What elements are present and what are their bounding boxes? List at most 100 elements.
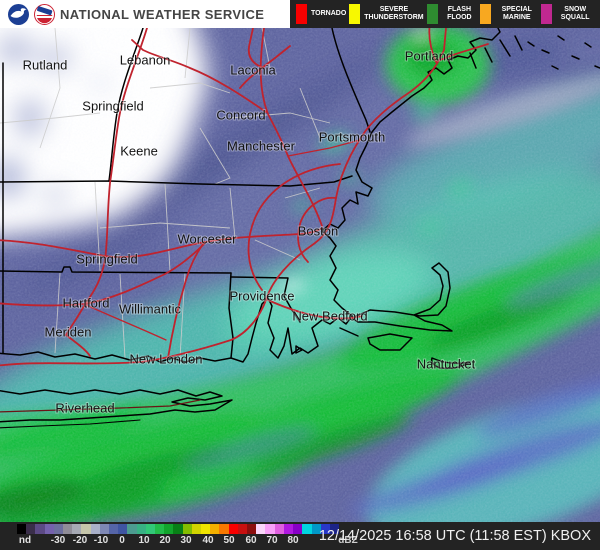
warning-color-swatch	[349, 4, 361, 24]
warning-label: SNOW SQUALL	[560, 5, 590, 21]
warning-label: FLASH FLOOD	[447, 5, 472, 21]
status-bar: nd -30 -20 -10 0 10 20 30 40 50 60 70 80 dBZ 12/14/2…	[0, 522, 600, 550]
city-label: New Bedford	[292, 308, 367, 323]
colorbar-cell	[265, 524, 275, 534]
colorbar-cell	[182, 524, 192, 534]
warning-label: SPECIAL MARINE	[501, 5, 532, 21]
header-bar: NATIONAL WEATHER SERVICE TORNADO SEVERE T…	[0, 0, 600, 28]
city-label: Riverhead	[55, 400, 114, 415]
colorbar-cell	[81, 524, 91, 534]
colorbar-cell	[311, 524, 321, 534]
city-label: Lebanon	[120, 52, 171, 67]
city-label: Springfield	[76, 251, 137, 266]
colorbar-tick: -10	[93, 535, 109, 546]
warning-legend-item: SNOW SQUALL	[541, 4, 594, 24]
warning-legend-item: SEVERE THUNDERSTORM	[349, 4, 424, 24]
colorbar-cell	[44, 524, 54, 534]
nws-logo-icon	[34, 3, 55, 25]
colorbar-cell	[283, 524, 294, 534]
warning-color-swatch	[480, 4, 492, 24]
colorbar-tick: 60	[245, 535, 257, 546]
city-label: Concord	[216, 107, 265, 122]
colorbar-tick: 70	[266, 535, 278, 546]
warning-label: TORNADO	[311, 9, 347, 17]
city-label: Providence	[229, 288, 294, 303]
brand-area: NATIONAL WEATHER SERVICE	[0, 0, 290, 28]
colorbar-tick: 80	[287, 535, 299, 546]
city-label: Rutland	[23, 57, 68, 72]
warning-legend-item: TORNADO	[296, 4, 346, 24]
colorbar-cell	[53, 524, 64, 534]
city-label: Keene	[120, 143, 158, 158]
city-label: Meriden	[45, 324, 92, 339]
colorbar-cell	[90, 524, 100, 534]
colorbar-cell	[17, 524, 27, 534]
radar-echo-layer	[0, 28, 600, 522]
colorbar-tick: nd	[18, 535, 32, 546]
colorbar-cell	[145, 524, 156, 534]
colorbar-cell	[329, 524, 340, 534]
highways-layer	[0, 28, 489, 413]
colorbar-cell	[99, 524, 110, 534]
city-label: Willimantic	[119, 301, 182, 316]
colorbar-cell	[210, 524, 220, 534]
colorbar-cell	[302, 524, 312, 534]
colorbar-cell	[155, 524, 165, 534]
colorbar-cell	[127, 524, 137, 534]
city-label: Springfield	[82, 98, 143, 113]
colorbar-cell	[173, 524, 183, 534]
colorbar-cell	[63, 524, 73, 534]
app-title: NATIONAL WEATHER SERVICE	[60, 6, 265, 22]
colorbar-cell	[136, 524, 146, 534]
colorbar-cell	[26, 524, 36, 534]
colorbar-cell	[237, 524, 248, 534]
colorbar-cell	[109, 524, 119, 534]
colorbar-cell	[320, 524, 330, 534]
city-label: New London	[130, 351, 203, 366]
warning-color-swatch	[426, 4, 438, 24]
radar-map-svg: Rutland Lebanon Laconia Springfield Concord M…	[0, 28, 600, 522]
colorbar-tick: 10	[138, 535, 150, 546]
reflectivity-colorbar	[17, 524, 340, 534]
colorbar-tick: 0	[119, 535, 125, 546]
colorbar-cell	[164, 524, 174, 534]
colorbar-cell	[35, 524, 45, 534]
colorbar-tick: 50	[223, 535, 235, 546]
warning-legend-item: FLASH FLOOD	[426, 4, 477, 24]
colorbar-tick: -20	[72, 535, 88, 546]
warning-legend: TORNADO SEVERE THUNDERSTORM FLASH FLOOD SPE…	[290, 0, 600, 28]
city-label: Laconia	[230, 62, 276, 77]
colorbar-cell	[247, 524, 257, 534]
colorbar-cell	[72, 524, 82, 534]
colorbar-tick: 30	[180, 535, 192, 546]
city-label: Portsmouth	[319, 129, 385, 144]
city-label: Boston	[298, 223, 338, 238]
colorbar-cell	[219, 524, 229, 534]
colorbar-cell	[201, 524, 211, 534]
colorbar-cell	[118, 524, 128, 534]
warning-color-swatch	[541, 4, 553, 24]
colorbar-unit-label: dBZ	[338, 535, 358, 546]
city-label: Portland	[405, 48, 453, 63]
warning-label: SEVERE THUNDERSTORM	[364, 5, 424, 21]
city-label: Manchester	[227, 138, 296, 153]
warning-legend-item: SPECIAL MARINE	[480, 4, 538, 24]
radar-timestamp: 12/14/2025 16:58 UTC (11:58 EST) KBOX	[318, 528, 591, 544]
noaa-logo-icon	[8, 3, 29, 25]
radar-map-canvas[interactable]: Rutland Lebanon Laconia Springfield Concord M…	[0, 28, 600, 522]
colorbar-cell	[274, 524, 284, 534]
city-label: Hartford	[63, 295, 110, 310]
colorbar-cell	[191, 524, 202, 534]
city-labels-layer: Rutland Lebanon Laconia Springfield Concord M…	[22, 47, 477, 416]
colorbar-cell	[228, 524, 238, 534]
radar-noise-dark	[0, 28, 600, 522]
colorbar-cell	[293, 524, 303, 534]
colorbar-cell	[256, 524, 266, 534]
colorbar-tick: 40	[202, 535, 214, 546]
city-label: Nantucket	[417, 356, 476, 371]
colorbar-tick: -30	[50, 535, 66, 546]
warning-color-swatch	[296, 4, 307, 24]
colorbar-tick: 20	[159, 535, 171, 546]
city-label: Worcester	[178, 231, 238, 246]
